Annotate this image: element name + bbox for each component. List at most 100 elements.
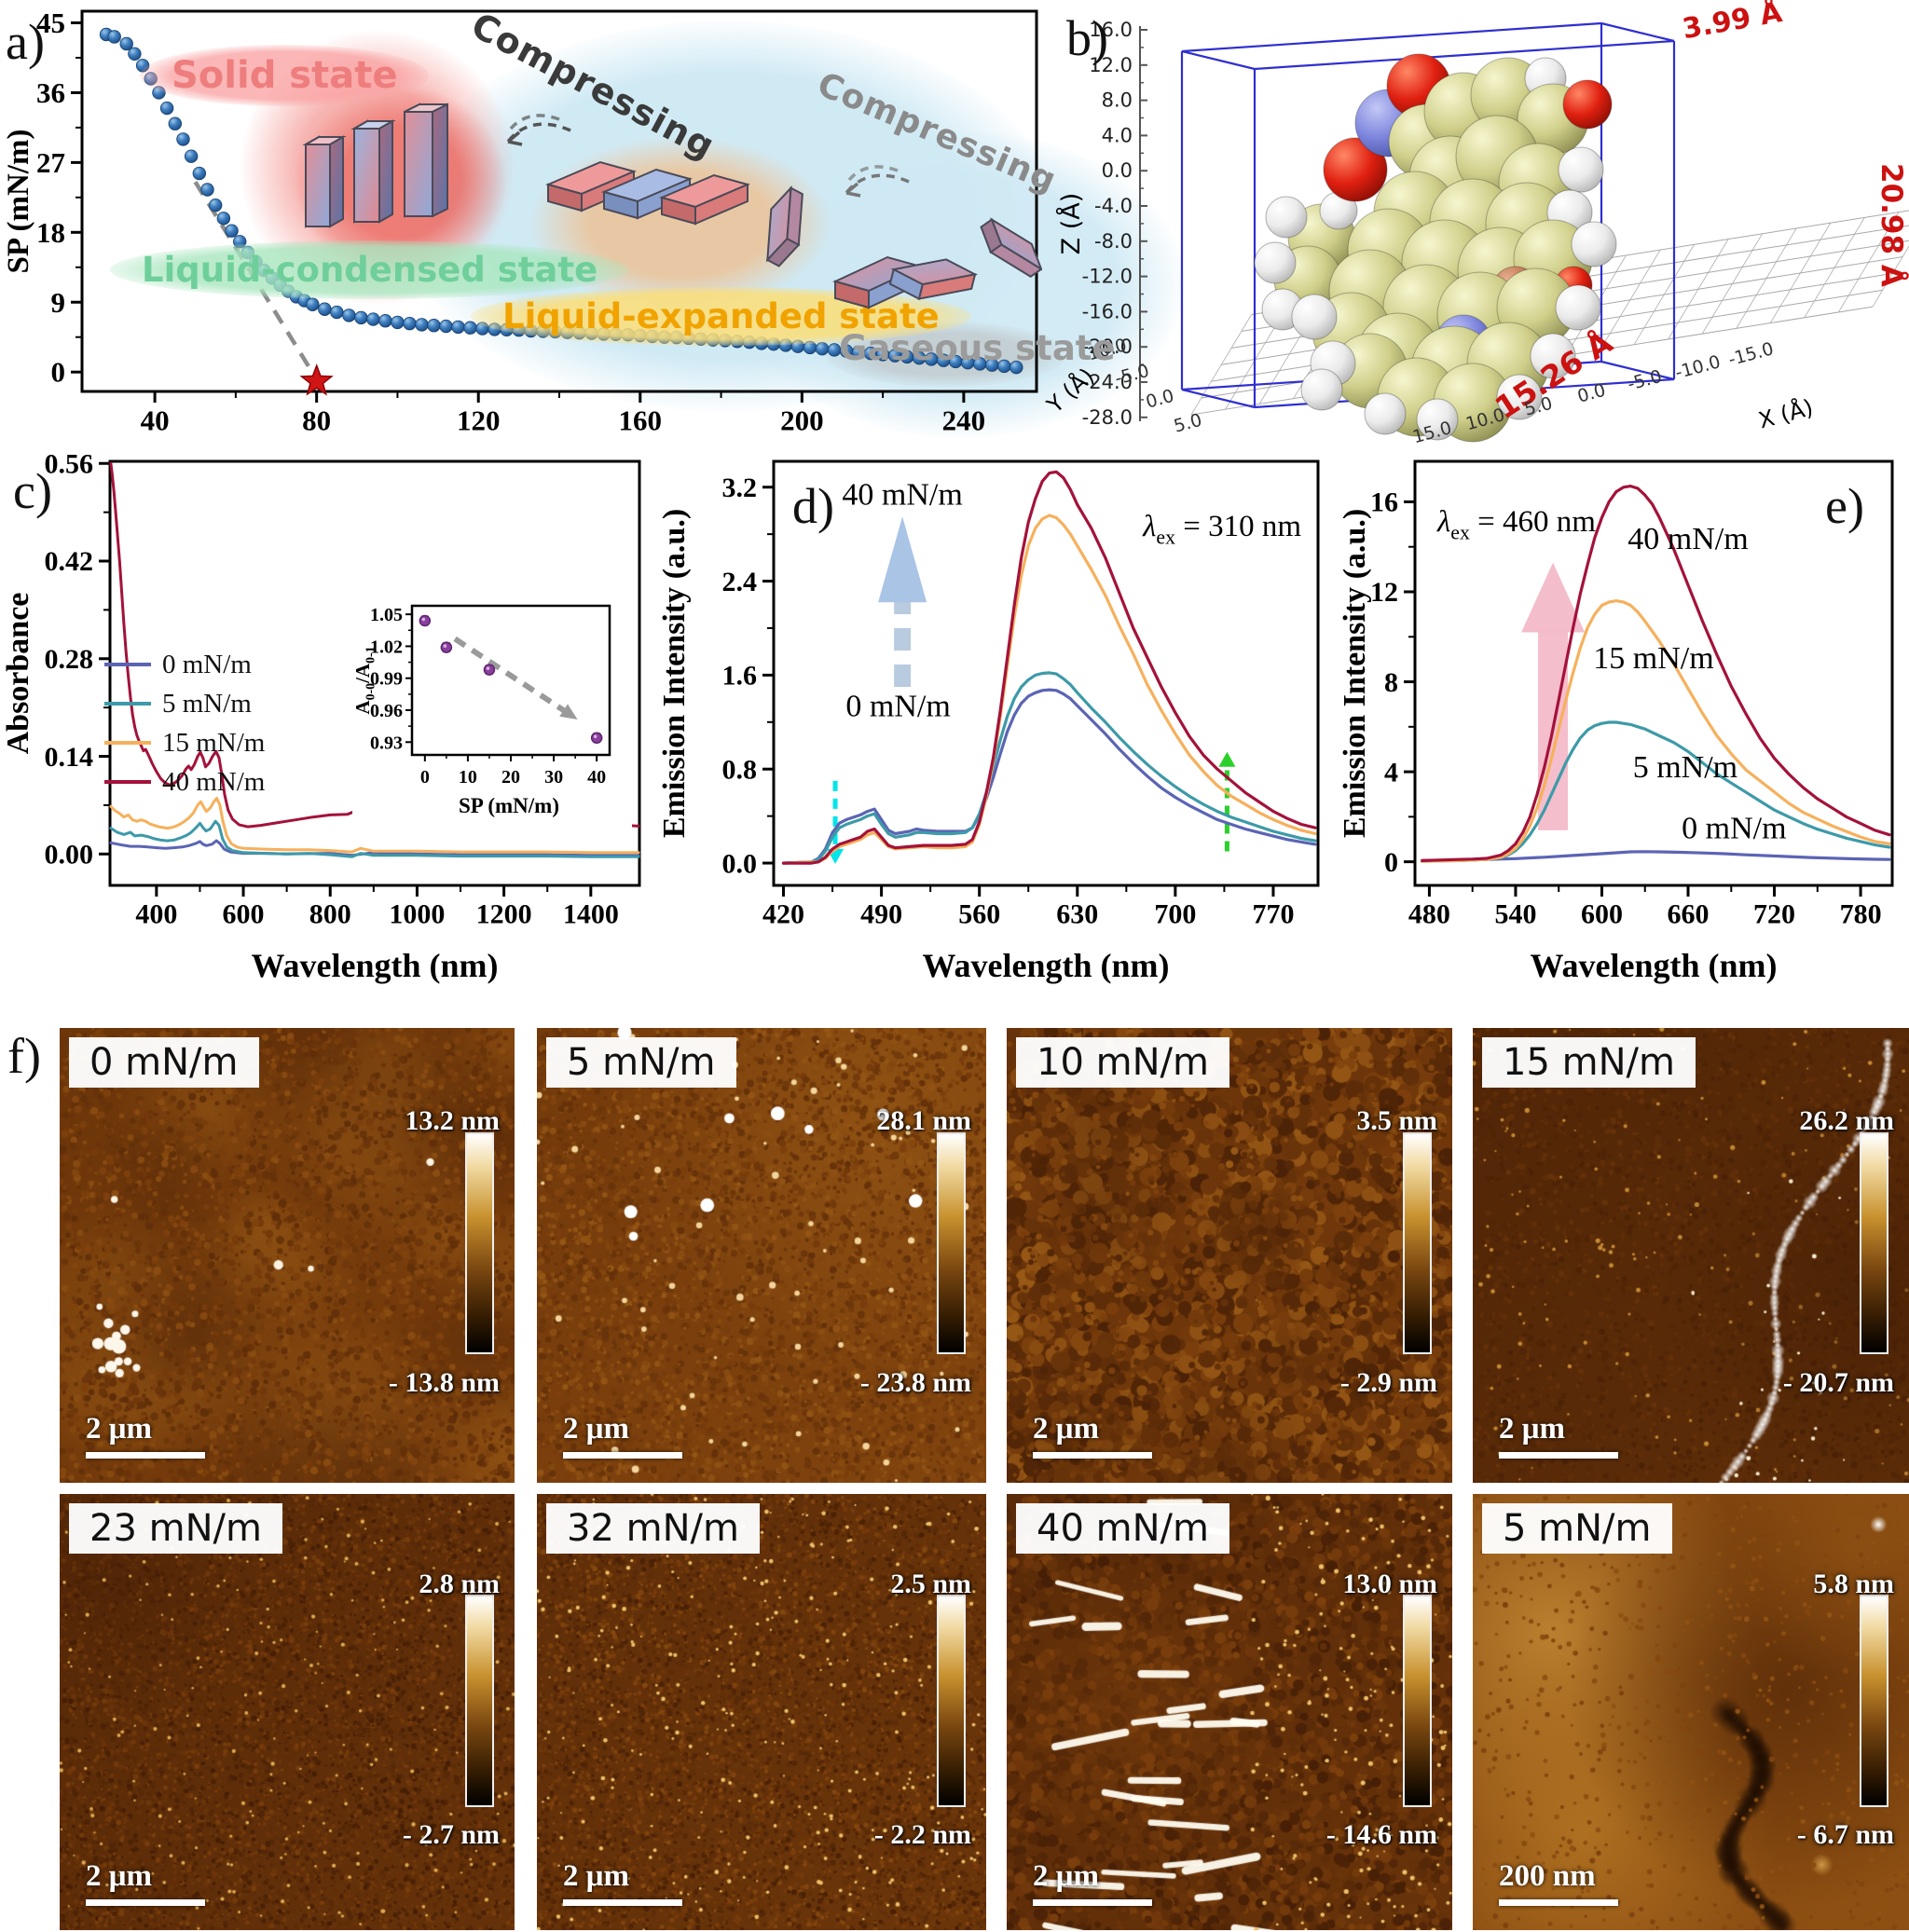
- svg-text:9: 9: [51, 286, 66, 319]
- svg-text:490: 490: [860, 899, 902, 930]
- svg-text:1200: 1200: [476, 899, 532, 930]
- svg-text:1.6: 1.6: [722, 661, 758, 692]
- svg-text:0.0: 0.0: [1575, 380, 1608, 407]
- svg-text:A0-0/A0-1: A0-0/A0-1: [352, 646, 377, 714]
- legend-item: 5 mN/m: [104, 684, 265, 723]
- svg-text:0: 0: [420, 767, 430, 788]
- svg-text:630: 630: [1056, 899, 1098, 930]
- afm-canvas: [1473, 1028, 1909, 1483]
- svg-text:15 mN/m: 15 mN/m: [1593, 641, 1713, 676]
- svg-text:Area (Å2/mole): Area (Å2/mole): [415, 445, 629, 447]
- svg-text:-24.0: -24.0: [1082, 371, 1133, 393]
- legend-swatch: [104, 663, 151, 666]
- svg-text:3.99 Å: 3.99 Å: [1680, 0, 1785, 46]
- height-scale-max: 28.1 nm: [876, 1104, 971, 1136]
- svg-text:16: 16: [1370, 487, 1398, 518]
- svg-text:700: 700: [1154, 899, 1196, 930]
- svg-text:540: 540: [1494, 899, 1536, 930]
- legend-item: 0 mN/m: [104, 645, 265, 684]
- svg-text:12.0: 12.0: [1089, 54, 1133, 76]
- svg-text:λex = 460 nm: λex = 460 nm: [1436, 505, 1596, 544]
- legend-item: 40 mN/m: [104, 762, 265, 802]
- panel-c-letter: c): [13, 463, 52, 519]
- svg-text:5 mN/m: 5 mN/m: [1633, 750, 1737, 785]
- panel-a-isotherm: a) 40 80 120 160 200 240 0 9 18 27 36 45 SP (mN/m) Ar…: [0, 0, 1184, 447]
- svg-text:-15.0: -15.0: [1726, 338, 1776, 370]
- svg-text:1000: 1000: [389, 899, 445, 930]
- svg-text:0.96: 0.96: [370, 701, 403, 721]
- scalebar: 2 μm: [1033, 1859, 1152, 1906]
- height-colorbar: [1860, 1132, 1888, 1355]
- legend-label: 40 mN/m: [162, 766, 266, 797]
- scalebar: 2 μm: [563, 1412, 682, 1459]
- svg-text:0.0: 0.0: [1144, 386, 1176, 413]
- svg-text:160: 160: [619, 404, 663, 436]
- svg-text:0.0: 0.0: [722, 848, 758, 879]
- height-colorbar: [465, 1132, 494, 1355]
- height-colorbar: [937, 1594, 966, 1808]
- molecule-3d-plot: 16.0 12.0 8.0 4.0 0.0 -4.0 -8.0 -12.0 -16.0 -20.0…: [1042, 0, 1909, 447]
- svg-text:1400: 1400: [563, 899, 619, 930]
- svg-text:-10.0: -10.0: [1673, 351, 1723, 383]
- svg-text:1.05: 1.05: [370, 605, 403, 625]
- svg-text:-5.0: -5.0: [1626, 366, 1665, 395]
- legend-label: 0 mN/m: [162, 649, 252, 679]
- scalebar: 2 μm: [86, 1412, 205, 1459]
- inset-ratio-plot: 0 10 20 30 40 0.93 0.96 0.99 1.02 1.05 SP (mN/m) A0…: [352, 595, 632, 828]
- svg-text:0.56: 0.56: [45, 448, 94, 479]
- svg-text:40 mN/m: 40 mN/m: [842, 478, 962, 513]
- pressure-chip: 40 mN/m: [1016, 1503, 1229, 1554]
- slabs-solid-state: [302, 103, 448, 228]
- svg-text:8.0: 8.0: [1102, 89, 1133, 112]
- svg-text:-8.0: -8.0: [1094, 230, 1133, 253]
- legend-label: 5 mN/m: [162, 688, 252, 719]
- svg-text:-28.0: -28.0: [1082, 406, 1133, 429]
- pressure-chip: 5 mN/m: [546, 1037, 736, 1088]
- svg-text:0.8: 0.8: [722, 754, 758, 785]
- legend-swatch: [104, 741, 151, 745]
- height-colorbar: [937, 1132, 966, 1355]
- svg-text:4.0: 4.0: [1102, 124, 1133, 146]
- height-scale-max: 26.2 nm: [1799, 1104, 1894, 1136]
- svg-text:16.0: 16.0: [1089, 19, 1133, 41]
- svg-text:λex = 310 nm: λex = 310 nm: [1142, 510, 1301, 549]
- svg-text:20: 20: [501, 767, 520, 788]
- svg-text:720: 720: [1753, 899, 1795, 930]
- panel-a-letter: a): [6, 14, 45, 70]
- scalebar: 2 μm: [86, 1859, 205, 1906]
- pressure-chip: 0 mN/m: [69, 1037, 259, 1088]
- height-scale-min: - 13.8 nm: [388, 1366, 500, 1398]
- scalebar: 2 μm: [1499, 1412, 1618, 1459]
- svg-text:12: 12: [1370, 577, 1398, 608]
- afm-canvas: [1007, 1494, 1452, 1930]
- svg-text:600: 600: [1581, 899, 1623, 930]
- height-scale-max: 5.8 nm: [1813, 1568, 1894, 1599]
- height-scale-min: - 6.7 nm: [1796, 1818, 1894, 1850]
- height-scale-min: - 2.9 nm: [1339, 1366, 1437, 1398]
- panel-d-letter: d): [792, 478, 834, 534]
- afm-image-15mNm: 15 mN/m 26.2 nm - 20.7 nm 2 μm: [1473, 1028, 1909, 1483]
- afm-image-0mNm: 0 mN/m 13.2 nm - 13.8 nm 2 μm: [60, 1028, 515, 1483]
- afm-canvas: [537, 1028, 986, 1483]
- legend-item: 15 mN/m: [104, 723, 265, 762]
- panel-e-letter: e): [1825, 478, 1864, 534]
- height-colorbar: [1403, 1132, 1432, 1355]
- svg-text:600: 600: [223, 899, 265, 930]
- legend-swatch: [104, 702, 151, 706]
- svg-text:20.98 Å: 20.98 Å: [1875, 163, 1909, 287]
- scalebar: 2 μm: [563, 1859, 682, 1906]
- svg-text:0.42: 0.42: [45, 546, 94, 577]
- compressing-arrow-icon: [845, 165, 910, 198]
- svg-text:SP (mN/m): SP (mN/m): [2, 130, 35, 274]
- height-colorbar: [1860, 1594, 1888, 1808]
- svg-text:240: 240: [942, 404, 986, 436]
- height-scale-max: 2.8 nm: [419, 1568, 500, 1599]
- svg-text:2.4: 2.4: [722, 567, 758, 597]
- svg-text:-20.0: -20.0: [1082, 336, 1133, 358]
- svg-text:0 mN/m: 0 mN/m: [845, 690, 950, 724]
- svg-text:40 mN/m: 40 mN/m: [1627, 522, 1748, 556]
- afm-canvas: [1473, 1494, 1909, 1930]
- svg-text:Emission Intensity (a.u.): Emission Intensity (a.u.): [657, 509, 692, 838]
